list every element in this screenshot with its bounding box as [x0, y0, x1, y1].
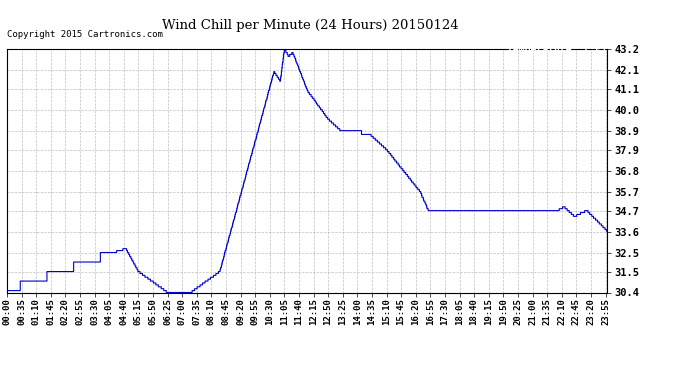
Text: Temperature  (°F): Temperature (°F) [507, 45, 607, 55]
Text: Wind Chill per Minute (24 Hours) 20150124: Wind Chill per Minute (24 Hours) 2015012… [162, 19, 459, 32]
Text: Copyright 2015 Cartronics.com: Copyright 2015 Cartronics.com [7, 30, 163, 39]
